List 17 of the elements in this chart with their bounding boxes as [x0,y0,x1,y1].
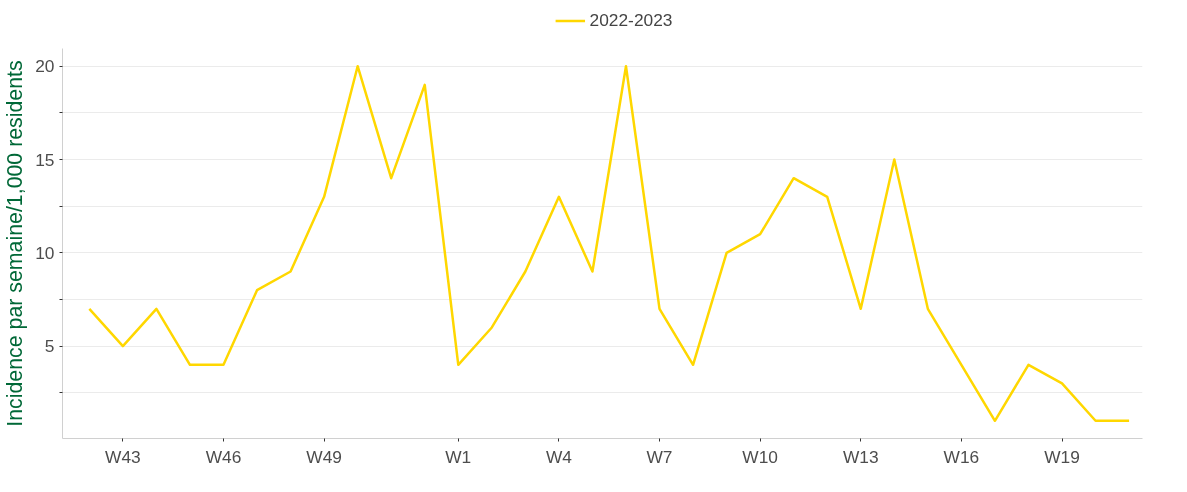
x-tick-label: W13 [842,446,879,467]
x-tick-label: W43 [105,446,141,467]
x-tick-label: W7 [646,446,673,467]
legend-label: 2022-2023 [589,9,673,31]
x-tick-label: W4 [545,446,573,467]
x-tick-label: W19 [1044,446,1080,467]
y-tick-label: 5 [44,336,55,357]
y-tick-label: 20 [35,56,55,77]
y-axis-title: Incidence par semaine/1,000 residents [3,60,28,427]
x-tick-label: W1 [445,446,472,467]
y-tick-label: 15 [35,149,55,170]
x-tick-label: W49 [306,446,342,467]
y-tick-label: 10 [35,242,55,263]
x-tick-label: W46 [205,446,242,467]
x-tick-label: W10 [742,446,778,467]
x-tick-label: W16 [943,446,980,467]
line-series [88,64,1131,423]
